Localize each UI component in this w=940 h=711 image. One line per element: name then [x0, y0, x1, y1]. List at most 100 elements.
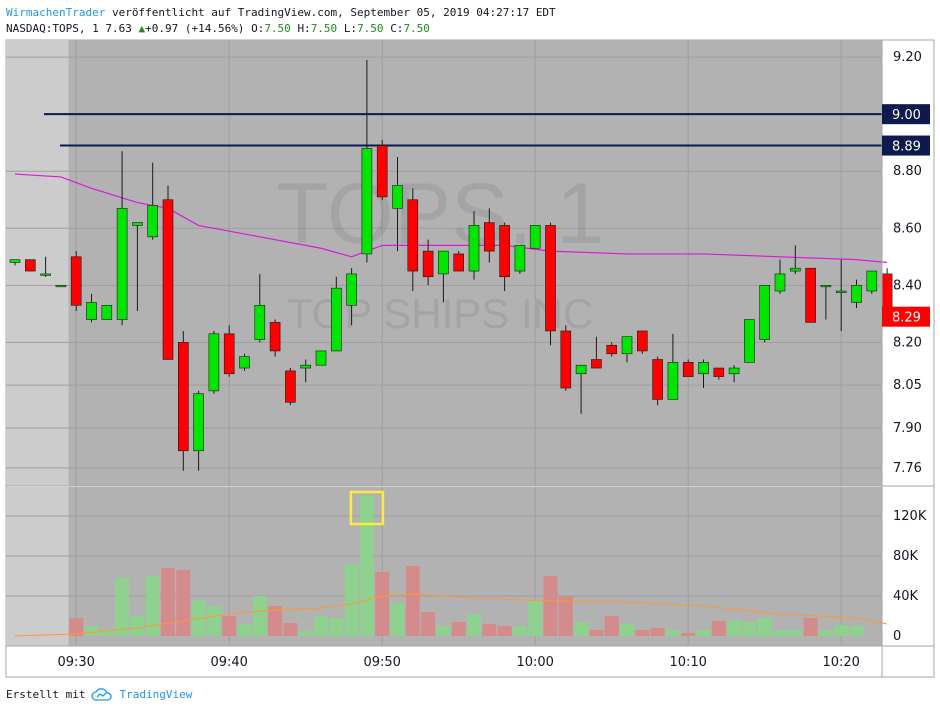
candle — [835, 259, 847, 331]
price-pane[interactable]: TOPS, 1 TOP SHIPS INC — [6, 40, 893, 486]
volume-bar — [727, 620, 742, 636]
candle — [789, 245, 801, 274]
candle — [514, 245, 526, 274]
candle — [132, 222, 143, 311]
candle — [499, 222, 510, 292]
tradingview-link[interactable]: TradingView — [119, 688, 193, 701]
candle-body — [728, 367, 740, 375]
candle — [682, 359, 694, 377]
high-label: H: — [297, 22, 311, 35]
volume-bar — [681, 633, 696, 636]
high-value: 7.50 — [310, 22, 338, 35]
volume-bar — [115, 578, 130, 636]
candle-body — [483, 222, 495, 252]
publish-text: veröffentlicht auf TradingView.com, Sept… — [111, 6, 556, 19]
volume-bar — [421, 612, 436, 636]
candle-body — [820, 285, 832, 288]
candle — [101, 304, 113, 320]
volume-pane[interactable] — [6, 487, 888, 646]
change-value: +0.97 (+14.56%) — [145, 22, 245, 35]
volume-bar — [84, 626, 99, 636]
volume-bar — [252, 596, 267, 636]
candle-body — [545, 225, 556, 332]
candle-body — [162, 199, 174, 360]
volume-axis[interactable]: 120K 80K 40K 0 — [893, 509, 927, 644]
volume-bar — [574, 622, 589, 636]
candle — [545, 222, 556, 346]
volume-bar — [222, 616, 237, 636]
candle-body — [361, 148, 373, 255]
created-with-text: Erstellt mit — [6, 688, 86, 701]
candle — [361, 59, 373, 263]
volume-bar — [145, 576, 160, 636]
price-axis[interactable]: 9.20 8.80 8.60 8.40 8.20 8.05 7.90 7.76 9.00 8.89… — [882, 50, 930, 476]
candle — [208, 330, 220, 394]
candle-body — [178, 342, 189, 452]
volume-bar — [69, 618, 84, 636]
candle — [178, 330, 189, 471]
candle — [728, 365, 740, 383]
author-link[interactable]: WirmachenTrader — [6, 6, 106, 19]
candle — [422, 239, 434, 286]
candle-body — [453, 253, 465, 272]
candle — [744, 319, 755, 363]
candle-body — [24, 259, 36, 272]
volume-bar — [589, 630, 604, 636]
candle-body — [315, 350, 327, 366]
volume-ma-line — [14, 593, 888, 637]
candle-body — [606, 344, 618, 355]
tradingview-cloud-icon — [91, 688, 113, 701]
candle-body — [300, 364, 312, 369]
volume-bar — [436, 626, 451, 636]
close-value: 7.50 — [403, 22, 430, 35]
volume-bars — [69, 496, 864, 636]
volume-bar — [528, 601, 543, 636]
candle-body — [636, 330, 648, 352]
candle-body — [774, 273, 786, 292]
candle-body — [591, 359, 602, 369]
candle — [285, 368, 296, 406]
candle — [330, 276, 342, 352]
candle-body — [621, 336, 633, 355]
level-price-label: 9.00 — [892, 108, 921, 123]
volume-bar — [176, 570, 191, 636]
candle-body — [407, 199, 419, 272]
volume-bar — [849, 626, 864, 636]
volume-bar — [268, 606, 283, 636]
volume-bar — [742, 622, 757, 636]
candle — [193, 390, 204, 471]
candle-body — [713, 367, 725, 377]
volume-tick-label: 40K — [893, 589, 919, 604]
candle — [9, 259, 21, 266]
price-tick-label: 7.76 — [893, 461, 922, 476]
candles — [9, 59, 893, 471]
candle — [116, 151, 128, 326]
volume-bar — [788, 630, 803, 636]
volume-bar — [665, 630, 680, 636]
candle — [300, 359, 312, 383]
candle-body — [759, 285, 771, 340]
candle-body — [9, 259, 21, 263]
time-axis[interactable]: 09:30 09:40 09:50 10:00 10:10 10:20 — [57, 655, 859, 670]
candle — [591, 336, 602, 369]
low-value: 7.50 — [357, 22, 384, 35]
candle — [24, 259, 36, 272]
volume-bar — [298, 631, 313, 636]
volume-tick-label: 120K — [893, 509, 927, 524]
candle-body — [805, 267, 816, 323]
volume-bar — [650, 628, 665, 636]
volume-bar — [130, 616, 145, 636]
time-tick-label: 09:40 — [210, 655, 247, 670]
candle — [774, 259, 786, 294]
candle-body — [851, 285, 862, 303]
volume-bar — [543, 576, 558, 636]
last-price-label: 8.29 — [892, 311, 921, 326]
price-tick-label: 8.05 — [893, 378, 922, 393]
horizontal-lines[interactable] — [44, 113, 882, 147]
candle-body — [468, 225, 480, 272]
time-tick-label: 10:20 — [822, 655, 859, 670]
candle — [86, 293, 97, 323]
candle — [851, 279, 862, 309]
candle-body — [789, 267, 801, 272]
